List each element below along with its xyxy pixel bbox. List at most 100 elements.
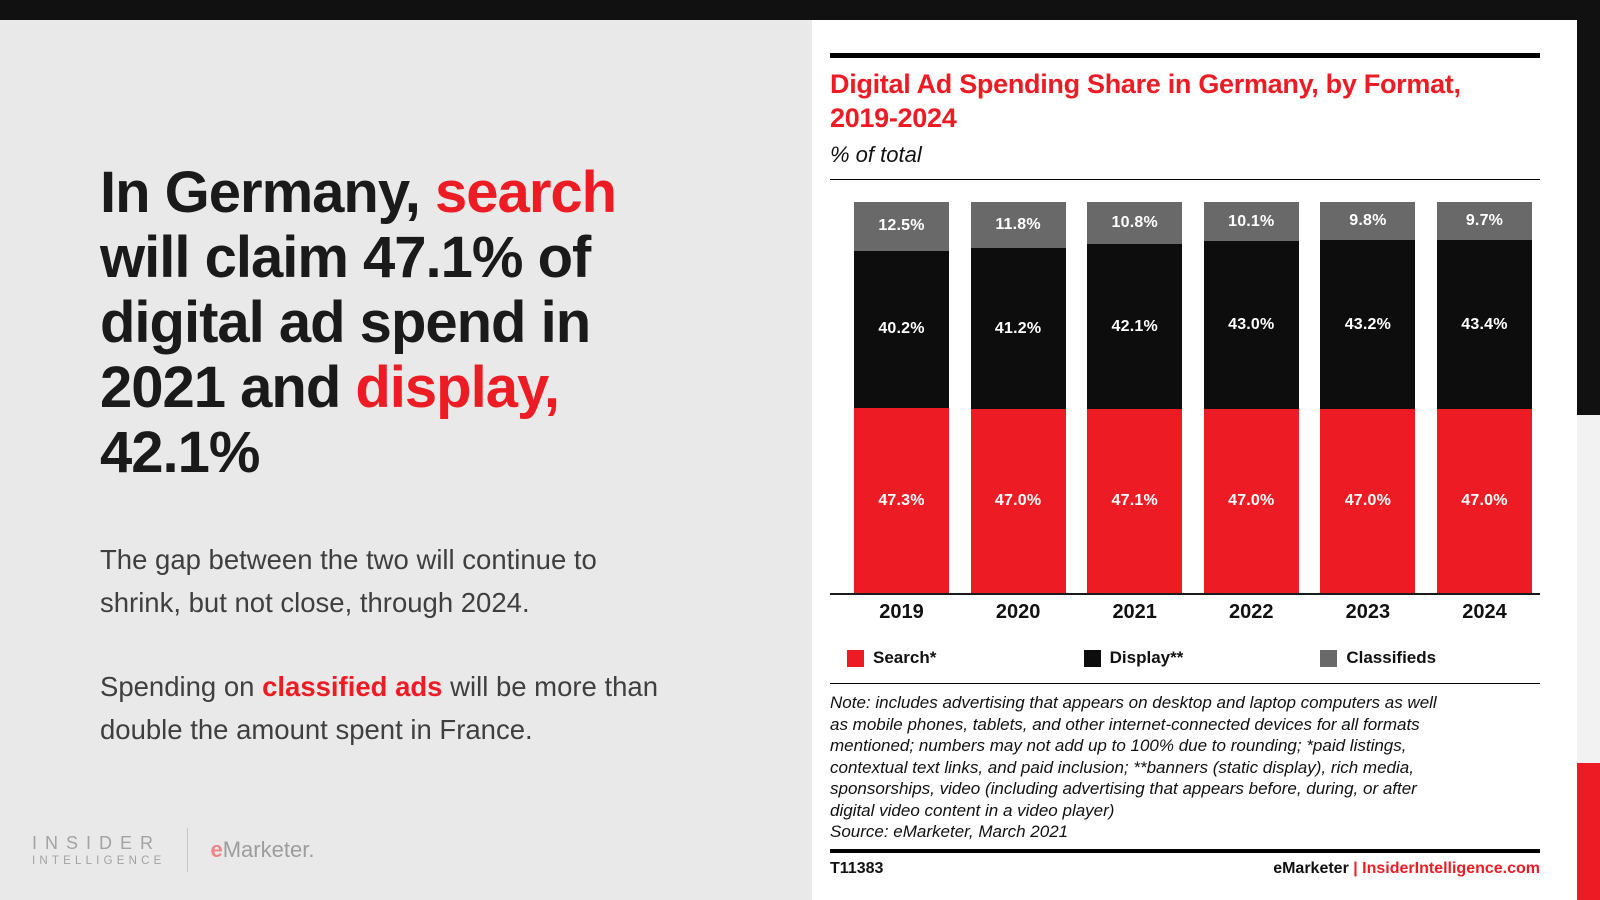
legend-swatch-icon [1320, 649, 1338, 667]
bar-value-label: 10.1% [1228, 212, 1275, 230]
bar-value-label: 43.0% [1228, 316, 1275, 334]
source-line: Source: eMarketer, March 2021 [830, 822, 1069, 841]
chart-legend: Search* Display** Classifieds [830, 648, 1540, 668]
text-line: digital ad spend in [100, 290, 752, 355]
bar-value-label: 40.2% [878, 320, 925, 338]
x-axis-label-2024: 2024 [1462, 601, 1507, 623]
insider-logo-line1: INSIDER [32, 833, 162, 853]
bar-segment-classifieds-2023: 9.8% [1320, 202, 1416, 241]
bar-2024: 9.7% 43.4% 47.0% 2024 [1436, 202, 1532, 623]
bar-value-label: 47.3% [878, 491, 925, 509]
bar-2023: 9.8% 43.2% 47.0% 2023 [1320, 202, 1416, 623]
legend-item-classifieds: Classifieds [1303, 648, 1540, 668]
text-line: will claim 47.1% of [100, 225, 752, 290]
right-edge-red-strip [1577, 763, 1600, 900]
bar-value-label: 9.7% [1465, 211, 1504, 229]
bar-segment-search-2024: 47.0% [1436, 409, 1532, 593]
text-segment: classified ads [262, 671, 443, 702]
chart-top-divider [830, 179, 1540, 180]
bar-segment-display-2021: 42.1% [1087, 244, 1183, 409]
text-segment: 2021 and [100, 355, 356, 420]
text-line: 2021 and display, [100, 355, 752, 420]
note-line: mentioned; numbers may not add up to 100… [830, 736, 1407, 755]
chart-title-line2: 2019-2024 [830, 103, 957, 133]
bar-value-label: 47.0% [994, 492, 1042, 510]
note-divider [830, 683, 1540, 684]
footer-brand-segment: eMarketer [1273, 859, 1349, 877]
brand-logos: INSIDER INTELLIGENCE eMarketer. [32, 828, 314, 872]
text-segment: double the amount spent in France. [100, 714, 533, 745]
title-top-rule [830, 53, 1540, 58]
logo-divider [187, 828, 189, 872]
chart-title-line1: Digital Ad Spending Share in Germany, by… [830, 69, 1461, 99]
bar-value-label: 10.8% [1111, 214, 1158, 232]
insider-intelligence-logo: INSIDER INTELLIGENCE [32, 832, 165, 868]
bar-segment-search-2019: 47.3% [854, 408, 949, 593]
text-line: The gap between the two will continue to [100, 544, 597, 575]
text-segment: will claim 47.1% of [100, 225, 591, 290]
bar-value-label: 12.5% [878, 217, 925, 235]
left-summary-panel: In Germany, search will claim 47.1% of dig… [0, 20, 812, 900]
text-segment: digital ad spend in [100, 290, 591, 355]
bar-segment-search-2021: 47.1% [1087, 408, 1183, 593]
emarketer-logo-e: e [210, 837, 223, 862]
bar-value-label: 9.8% [1349, 212, 1387, 230]
bar-value-label: 47.0% [1461, 492, 1508, 510]
legend-item-search: Search* [830, 648, 1067, 668]
emarketer-logo-rest: Marketer. [222, 837, 315, 862]
bar-2019: 12.5% 40.2% 47.3% 2019 [854, 202, 949, 623]
bar-2022: 10.1% 43.0% 47.0% 2022 [1203, 202, 1299, 623]
bar-2021: 10.8% 42.1% 47.1% 2021 [1087, 202, 1183, 623]
footer-brand-segment: InsiderIntelligence.com [1362, 859, 1540, 877]
bar-value-label: 11.8% [995, 216, 1041, 234]
text-segment: Spending on [100, 671, 263, 702]
footer-brand: eMarketer | InsiderIntelligence.com [1273, 860, 1540, 878]
legend-swatch-icon [1083, 649, 1101, 667]
bar-value-label: 42.1% [1111, 317, 1158, 335]
bar-segment-display-2020: 41.2% [970, 248, 1066, 410]
chart-panel: Digital Ad Spending Share in Germany, by… [812, 20, 1577, 900]
legend-label: Classifieds [1346, 648, 1437, 667]
footer-brand-segment: | [1348, 859, 1363, 877]
bar-segment-search-2022: 47.0% [1203, 409, 1299, 593]
bar-value-label: 43.2% [1344, 315, 1392, 333]
bar-segment-display-2019: 40.2% [854, 250, 949, 409]
text-segment: In Germany, [100, 160, 436, 225]
chart-title: Digital Ad Spending Share in Germany, by… [830, 67, 1540, 135]
text-line: 42.1% [100, 420, 752, 485]
bar-segment-display-2023: 43.2% [1320, 240, 1416, 410]
bar-segment-classifieds-2020: 11.8% [970, 202, 1066, 249]
note-line: as mobile phones, tablets, and other int… [830, 714, 1420, 734]
x-axis-label-2021: 2021 [1112, 601, 1157, 623]
text-line: shrink, but not close, through 2024. [100, 587, 530, 618]
text-line: Spending on classified ads will be more … [100, 665, 752, 708]
bar-value-label: 47.0% [1228, 492, 1275, 510]
note-line: contextual text links, and paid inclusio… [830, 757, 1414, 777]
text-segment: display, [355, 355, 560, 420]
chart-footer: T11383 eMarketer | InsiderIntelligence.c… [830, 860, 1540, 878]
legend-label: Search* [873, 648, 937, 667]
right-edge-gray-strip [1577, 415, 1600, 763]
plot-area: 12.5% 40.2% 47.3% 2019 11.8% 41.2% 47.0% 2020 10… [830, 202, 1540, 623]
bar-segment-classifieds-2024: 9.7% [1436, 202, 1532, 240]
bar-segment-classifieds-2019: 12.5% [854, 202, 949, 251]
footer-rule [830, 848, 1540, 853]
bar-2020: 11.8% 41.2% 47.0% 2020 [970, 202, 1066, 623]
right-edge-black-strip [1577, 0, 1600, 415]
legend-label: Display** [1109, 648, 1184, 667]
chart-subtitle: % of total [830, 142, 922, 167]
note-line: Note: includes advertising that appears … [830, 693, 1437, 712]
text-segment: 42.1% [100, 420, 260, 485]
text-segment: search [435, 160, 617, 225]
note-line: digital video content in a video player) [830, 800, 1115, 820]
summary-paragraph-2: Spending on classified ads will be more … [100, 665, 752, 751]
bar-segment-classifieds-2022: 10.1% [1203, 202, 1299, 242]
bar-segment-search-2020: 47.0% [970, 409, 1066, 593]
bar-value-label: 43.4% [1461, 315, 1508, 333]
headline: In Germany, search will claim 47.1% of dig… [100, 160, 752, 485]
emarketer-logo: eMarketer. [210, 837, 314, 863]
x-axis-label-2022: 2022 [1229, 601, 1274, 623]
bar-value-label: 47.0% [1344, 492, 1392, 510]
x-axis-label-2023: 2023 [1345, 601, 1391, 623]
bar-segment-search-2023: 47.0% [1320, 409, 1416, 593]
